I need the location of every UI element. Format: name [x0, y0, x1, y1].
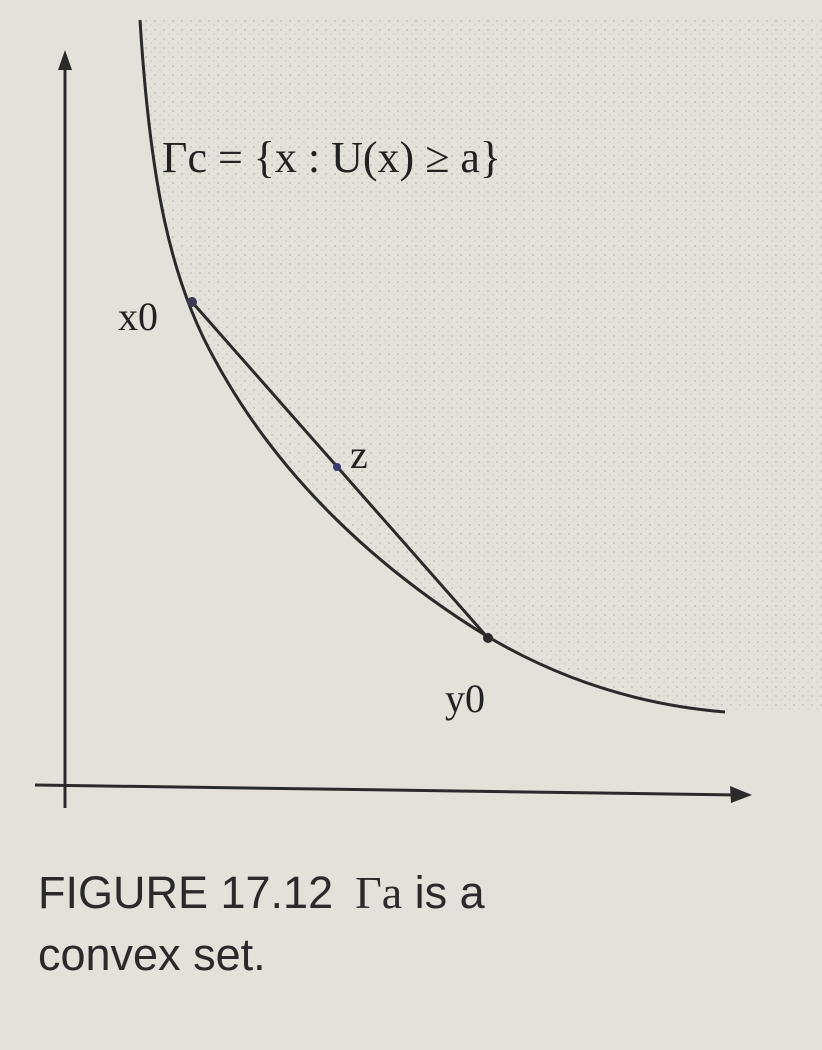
x-axis	[34, 783, 739, 797]
caption-text-line1: is a	[414, 867, 485, 918]
convex-set-diagram: Γc = {x : U(x) ≥ a} x0 z y0	[34, 19, 822, 808]
point-y0-label: y0	[445, 676, 485, 721]
caption-line-2: convex set.	[38, 929, 266, 980]
caption-line-1: FIGURE 17.12 Γa is a	[38, 862, 778, 924]
caption-figure-number: FIGURE 17.12	[38, 867, 334, 918]
point-y0-marker	[483, 633, 493, 643]
y-axis-arrowhead	[58, 50, 72, 70]
upper-contour-set-shading	[140, 20, 822, 712]
figure-caption: FIGURE 17.12 Γa is a convex set.	[38, 862, 778, 986]
point-z-label: z	[350, 432, 368, 477]
chord-x0-y0	[190, 301, 490, 639]
point-z-marker	[333, 463, 341, 471]
caption-gamma-symbol: Γa	[355, 867, 403, 918]
point-x0-marker	[187, 297, 197, 307]
level-curve	[138, 19, 726, 714]
set-definition-label: Γc = {x : U(x) ≥ a}	[162, 133, 501, 182]
x-axis-arrowhead	[730, 786, 752, 803]
point-x0-label: x0	[118, 294, 158, 339]
